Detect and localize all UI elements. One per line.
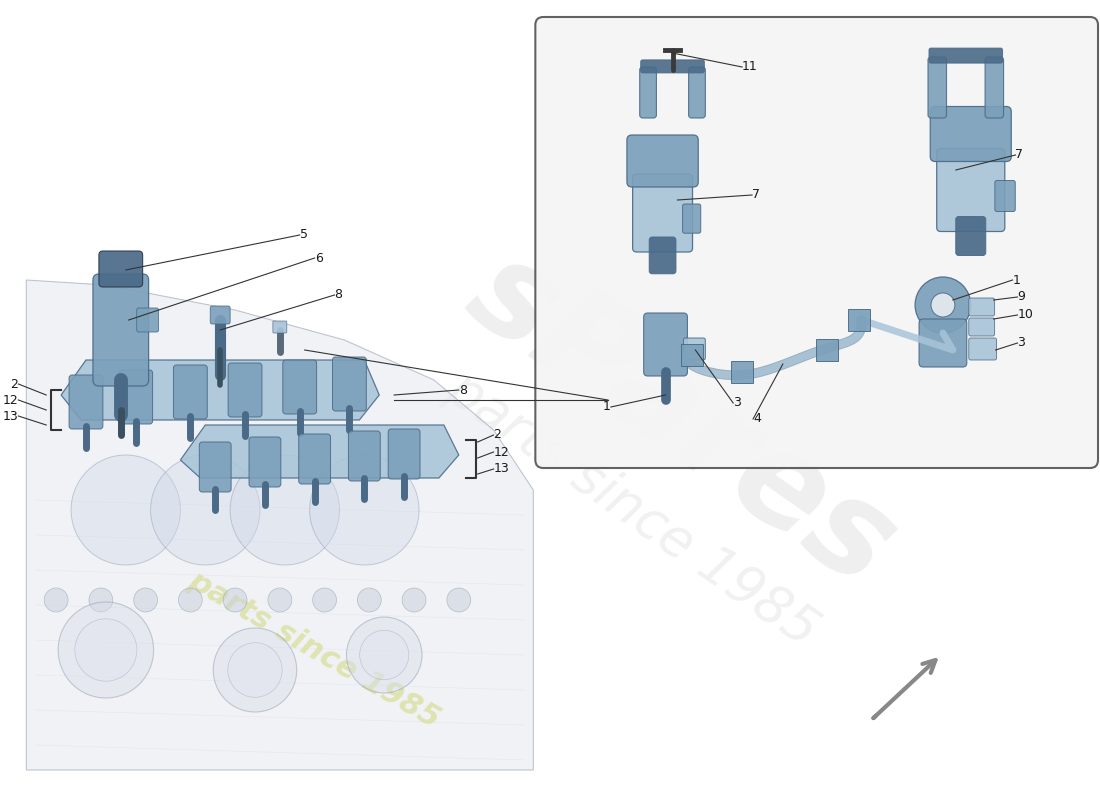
Circle shape: [58, 602, 154, 698]
FancyBboxPatch shape: [136, 308, 158, 332]
FancyBboxPatch shape: [640, 60, 704, 73]
Text: 2: 2: [494, 429, 502, 442]
Text: 7: 7: [752, 189, 760, 202]
FancyBboxPatch shape: [174, 365, 207, 419]
Polygon shape: [26, 280, 534, 770]
Circle shape: [72, 455, 180, 565]
FancyBboxPatch shape: [283, 360, 317, 414]
FancyBboxPatch shape: [210, 306, 230, 324]
Text: 4: 4: [754, 413, 761, 426]
Text: 3: 3: [734, 397, 741, 410]
FancyBboxPatch shape: [199, 442, 231, 492]
Circle shape: [75, 619, 136, 682]
FancyBboxPatch shape: [937, 149, 1004, 231]
FancyBboxPatch shape: [99, 251, 143, 287]
Circle shape: [447, 588, 471, 612]
FancyBboxPatch shape: [969, 298, 994, 316]
Text: parts since 1985: parts since 1985: [438, 362, 828, 658]
FancyBboxPatch shape: [119, 370, 153, 424]
FancyBboxPatch shape: [627, 135, 698, 187]
Circle shape: [358, 588, 382, 612]
FancyBboxPatch shape: [732, 361, 754, 383]
FancyBboxPatch shape: [228, 363, 262, 417]
Text: 1: 1: [603, 401, 611, 414]
FancyBboxPatch shape: [69, 375, 103, 429]
Text: 8: 8: [334, 289, 342, 302]
FancyBboxPatch shape: [848, 309, 870, 331]
FancyBboxPatch shape: [644, 313, 688, 376]
Circle shape: [931, 293, 955, 317]
Circle shape: [151, 455, 260, 565]
FancyBboxPatch shape: [689, 67, 705, 118]
FancyBboxPatch shape: [349, 431, 381, 481]
FancyBboxPatch shape: [92, 274, 148, 386]
FancyBboxPatch shape: [332, 357, 366, 411]
Text: 13: 13: [494, 462, 509, 475]
Circle shape: [89, 588, 113, 612]
Text: 11: 11: [742, 61, 758, 74]
Text: 10: 10: [1018, 309, 1033, 322]
FancyBboxPatch shape: [388, 429, 420, 479]
Circle shape: [228, 642, 282, 698]
Circle shape: [44, 588, 68, 612]
FancyBboxPatch shape: [928, 57, 946, 118]
Circle shape: [213, 628, 297, 712]
Circle shape: [134, 588, 157, 612]
Text: 9: 9: [1018, 290, 1025, 303]
FancyBboxPatch shape: [969, 338, 997, 360]
Circle shape: [268, 588, 292, 612]
FancyBboxPatch shape: [816, 339, 837, 361]
FancyBboxPatch shape: [640, 67, 657, 118]
Circle shape: [178, 588, 202, 612]
Text: 2: 2: [11, 378, 19, 390]
FancyBboxPatch shape: [299, 434, 330, 484]
Text: parts since 1985: parts since 1985: [184, 566, 446, 734]
Circle shape: [223, 588, 248, 612]
Text: 12: 12: [2, 394, 19, 406]
FancyBboxPatch shape: [682, 344, 703, 366]
Text: 12: 12: [494, 446, 509, 458]
FancyBboxPatch shape: [632, 174, 693, 252]
FancyBboxPatch shape: [536, 17, 1098, 468]
FancyBboxPatch shape: [683, 338, 705, 360]
FancyBboxPatch shape: [969, 318, 994, 336]
Text: 13: 13: [2, 410, 19, 422]
FancyBboxPatch shape: [986, 57, 1003, 118]
Text: 3: 3: [1018, 337, 1025, 350]
FancyBboxPatch shape: [920, 319, 967, 367]
Circle shape: [915, 277, 971, 333]
Circle shape: [403, 588, 426, 612]
FancyBboxPatch shape: [273, 321, 287, 333]
FancyBboxPatch shape: [683, 204, 701, 234]
Circle shape: [360, 630, 409, 680]
Text: 1: 1: [1012, 274, 1021, 286]
Polygon shape: [62, 360, 380, 420]
Text: 8: 8: [459, 383, 466, 397]
Circle shape: [310, 455, 419, 565]
Text: sPares: sPares: [446, 228, 920, 612]
Polygon shape: [180, 425, 459, 478]
FancyBboxPatch shape: [994, 181, 1015, 211]
FancyBboxPatch shape: [956, 217, 986, 255]
FancyBboxPatch shape: [249, 437, 280, 487]
Text: 6: 6: [315, 251, 322, 265]
Circle shape: [346, 617, 422, 693]
FancyBboxPatch shape: [930, 48, 1002, 63]
Circle shape: [230, 455, 340, 565]
Text: 7: 7: [1015, 149, 1023, 162]
FancyBboxPatch shape: [931, 106, 1011, 162]
FancyBboxPatch shape: [649, 237, 676, 274]
Circle shape: [312, 588, 337, 612]
Text: 5: 5: [299, 229, 308, 242]
